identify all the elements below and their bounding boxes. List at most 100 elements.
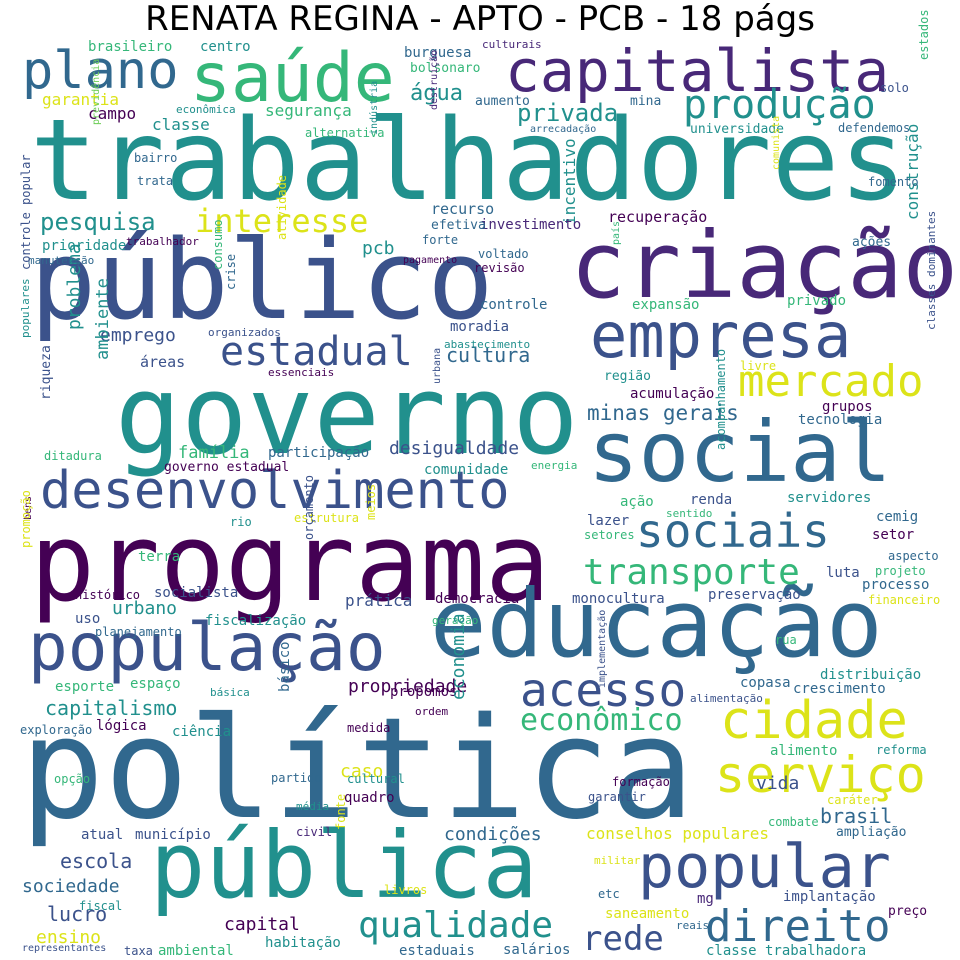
word-media: média [296, 800, 330, 813]
word-crescimento: crescimento [793, 681, 886, 697]
word-participacao: participação [268, 445, 370, 461]
word-exploracao: exploração [20, 723, 93, 737]
word-interesse: interesse [195, 202, 369, 240]
word-garantia: garantia [42, 90, 120, 109]
word-salarios: salários [503, 942, 571, 958]
word-cultural: cultural [347, 772, 405, 786]
word-capital: capital [224, 914, 300, 935]
word-rio: rio [230, 515, 252, 529]
word-taxa: taxa [124, 944, 153, 958]
word-investimento: investimento [480, 217, 582, 233]
word-bairro: bairro [134, 151, 178, 165]
word-economica: econômica [176, 103, 236, 116]
word-tecnologia: tecnologia [798, 412, 883, 428]
word-terra: terra [138, 549, 181, 565]
word-qualidade: qualidade [358, 905, 554, 946]
word-formacao: formação [612, 775, 670, 789]
word-fiscal: fiscal [79, 899, 123, 913]
word-democracia: democracia [435, 591, 520, 607]
word-escola: escola [60, 849, 133, 873]
word-crise: crise [224, 253, 238, 290]
word-pcb: pcb [362, 238, 395, 259]
word-areas: áreas [140, 353, 186, 371]
word-expansao: expansão [632, 297, 700, 313]
word-livros: livros [384, 883, 428, 897]
word-alimento: alimento [770, 743, 838, 759]
word-classes-dominantes: classes dominantes [925, 210, 938, 330]
word-acesso: acesso [520, 663, 687, 717]
word-distribuicao: distribuição [820, 667, 922, 683]
word-brasil: brasil [820, 804, 893, 828]
word-reais: reais [676, 919, 710, 932]
word-cidade: cidade [720, 691, 908, 751]
word-fomento: fomento [868, 175, 919, 189]
word-economico: econômico [520, 703, 683, 738]
word-logica: lógica [96, 718, 147, 734]
word-consumo: consumo [211, 219, 225, 270]
word-luta: luta [826, 565, 860, 581]
word-social: social [588, 403, 892, 501]
word-lazer: lazer [587, 513, 630, 529]
word-sentido: sentido [666, 507, 713, 520]
word-ciencia: ciência [172, 724, 232, 740]
word-solo: solo [880, 81, 909, 95]
word-plano: plano [22, 41, 179, 101]
word-socialista: socialista [154, 585, 239, 601]
word-copasa: copasa [740, 675, 791, 691]
word-classe-trabalhadora: classe trabalhadora [706, 943, 867, 959]
word-meios: meios [364, 483, 378, 520]
word-criacao: criação [570, 212, 958, 319]
word-moradia: moradia [450, 319, 510, 335]
word-urbana: urbana [432, 347, 443, 384]
word-ordem: ordem [415, 705, 449, 718]
word-previdencia: previdência [91, 58, 102, 125]
word-combate: combate [768, 815, 819, 829]
word-forte: forte [422, 233, 459, 247]
word-manutencao: manutenção [28, 254, 95, 267]
word-pratica: prática [345, 591, 413, 610]
word-riqueza: riqueza [39, 345, 54, 400]
word-emprego: emprego [100, 325, 176, 346]
word-implementacao: implementação [597, 609, 608, 688]
word-empresa: empresa [590, 299, 852, 372]
word-ditadura: ditadura [44, 449, 102, 463]
word-rua: rua [775, 633, 797, 647]
word-esporte: esporte [55, 679, 115, 695]
word-educacao: educação [430, 570, 883, 679]
word-conselhos-populares: conselhos populares [586, 824, 770, 843]
word-trabalhadores: trabalhadores [30, 96, 907, 226]
word-arrecadacao: arrecadação [530, 124, 597, 135]
word-processo: processo [862, 577, 930, 593]
word-setores: setores [584, 528, 635, 542]
word-brasileiro: brasileiro [88, 39, 173, 55]
word-atividade: atividade [275, 174, 289, 240]
word-pesquisa: pesquisa [40, 208, 156, 236]
word-cemig: cemig [876, 509, 919, 525]
word-quadro: quadro [344, 790, 395, 806]
word-saneamento: saneamento [605, 906, 690, 922]
word-transporte: transporte [583, 552, 800, 593]
word-efetiva: efetiva [431, 218, 486, 233]
word-uso: uso [75, 611, 101, 627]
word-carater: caráter [827, 793, 878, 807]
word-capitalista: capitalista [505, 37, 890, 105]
word-opcao: opção [54, 772, 91, 786]
word-minas-gerais: minas gerais [587, 401, 739, 425]
word-vida: vida [756, 773, 800, 794]
word-ampliacao: ampliação [836, 825, 907, 840]
word-privado: privado [787, 293, 847, 309]
word-estaduais: estaduais [399, 943, 475, 959]
word-prioridade: prioridade [42, 238, 127, 254]
word-orcamento: orçamento [302, 474, 316, 540]
word-propriedade: propriedade [348, 676, 468, 697]
word-desigualdade: desigualdade [389, 438, 520, 459]
word-implantacao: implantação [783, 889, 876, 905]
word-sociedade: sociedade [22, 876, 120, 897]
word-urbano: urbano [112, 598, 178, 619]
word-fonte: fonte [334, 793, 348, 830]
word-pagamento: pagamento [403, 255, 458, 266]
word-preservacao: preservação [708, 587, 801, 603]
word-basica: básica [210, 686, 250, 699]
word-cultura: cultura [446, 343, 531, 367]
word-direito: direito [705, 901, 891, 952]
